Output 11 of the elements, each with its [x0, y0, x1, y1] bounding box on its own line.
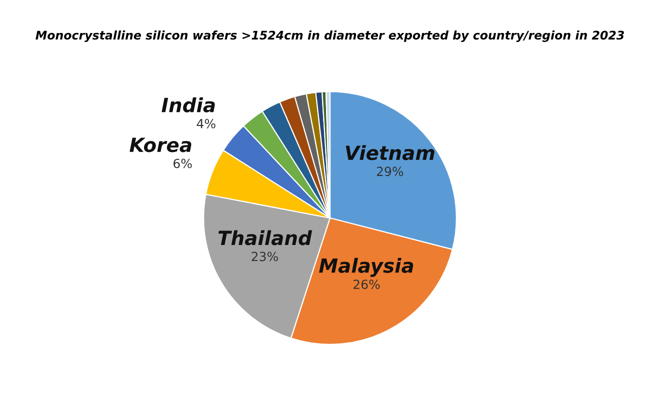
slice-label: Malaysia: [319, 258, 414, 277]
slice-label: Thailand: [218, 230, 312, 246]
slice-label: Korea: [130, 138, 192, 152]
data-label: 23%: [252, 252, 278, 262]
data-label: 26%: [354, 280, 380, 290]
chart-title: Monocrystalline silicon wafers >1524cm in diameter exported by country/region in 2023: [36, 30, 624, 42]
slice-label: Vietnam: [346, 145, 434, 160]
data-label: 4%: [196, 118, 216, 128]
slice-label: India: [162, 97, 215, 112]
data-label: 29%: [376, 166, 404, 176]
data-label: 6%: [174, 158, 192, 168]
